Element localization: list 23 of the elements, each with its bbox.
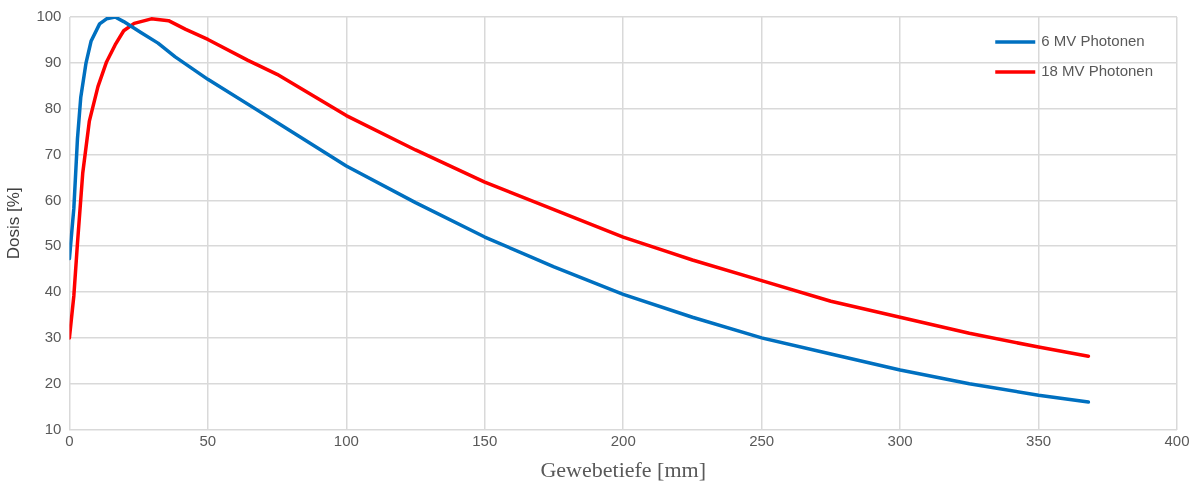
y-tick-label: 30 (44, 328, 62, 346)
y-tick-label: 100 (36, 7, 62, 25)
y-tick-label: 80 (44, 98, 62, 116)
x-tick-label: 100 (333, 431, 359, 449)
y-tick-label: 20 (44, 373, 62, 391)
x-tick-label: 250 (749, 431, 775, 449)
y-tick-label: 70 (44, 144, 62, 162)
x-tick-label: 0 (65, 431, 74, 449)
x-tick-label: 400 (1164, 431, 1190, 449)
y-tick-label: 10 (44, 419, 62, 437)
y-tick-label: 50 (44, 236, 62, 254)
x-tick-label: 150 (472, 431, 498, 449)
x-tick-label: 50 (199, 431, 217, 449)
y-tick-label: 60 (44, 190, 62, 208)
x-tick-label: 350 (1026, 431, 1052, 449)
y-axis-title: Dosis [%] (3, 187, 23, 260)
x-tick-label: 300 (887, 431, 913, 449)
y-tick-label: 90 (44, 52, 62, 70)
x-axis-title: Gewebetiefe [mm] (540, 456, 706, 482)
legend-label: 18 MV Photonen (1041, 62, 1153, 80)
x-tick-label: 200 (610, 431, 636, 449)
legend-label: 6 MV Photonen (1041, 32, 1145, 50)
y-tick-label: 40 (44, 282, 62, 300)
